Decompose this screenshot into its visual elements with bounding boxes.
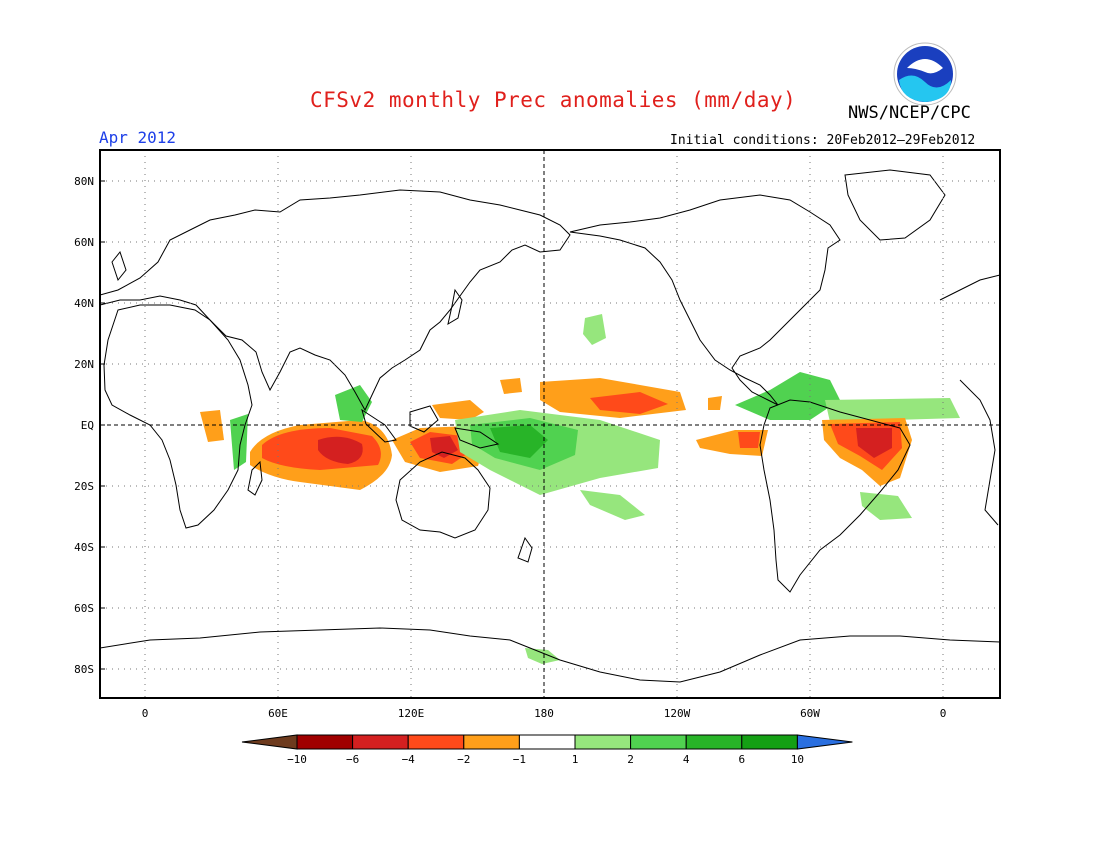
lat-labels: 80N 60N 40N 20N EQ 20S 40S 60S 80S (74, 175, 94, 676)
lat-label: 80N (74, 175, 94, 188)
anomaly-field (200, 314, 960, 664)
lat-label: 40N (74, 297, 94, 310)
legend-swatch (407, 734, 465, 750)
lat-label: 60N (74, 236, 94, 249)
coast-borneo (409, 405, 439, 433)
lat-label: EQ (81, 419, 94, 432)
anomaly-caribbean-green (735, 372, 840, 420)
legend-label: −2 (457, 753, 470, 766)
anomaly-southpac-green (580, 490, 645, 520)
coast-antarctica (100, 627, 1000, 683)
legend-swatch (685, 734, 743, 750)
lon-label: 180 (534, 707, 554, 720)
lat-label: 40S (74, 541, 94, 554)
graticule (100, 150, 1000, 698)
anomaly-westpac-darkgreen (490, 425, 548, 458)
initial-conditions: Initial conditions: 20Feb2012–29Feb2012 (670, 133, 976, 148)
forecast-month: Apr 2012 (99, 128, 177, 147)
lat-label: 20S (74, 480, 94, 493)
coast-nz (517, 536, 533, 563)
map-frame (99, 149, 1001, 699)
noaa-logo-icon (893, 42, 957, 106)
coast-eurasia (100, 189, 571, 412)
legend-swatch-max (796, 734, 853, 750)
lat-label: 20N (74, 358, 94, 371)
legend-label: 4 (683, 753, 690, 766)
legend-label: −6 (346, 753, 359, 766)
anomaly-subtropical-green (583, 314, 606, 345)
legend-label: 10 (791, 753, 804, 766)
anomaly-eq-orange (500, 378, 522, 394)
coast-africa (103, 304, 253, 529)
anomaly-south-atlantic-green (860, 492, 912, 520)
coast-japan (447, 288, 463, 326)
lon-label: 60E (268, 707, 288, 720)
lat-label: 80S (74, 663, 94, 676)
lon-label: 60W (800, 707, 820, 720)
coastlines (100, 169, 1000, 683)
lat-label: 60S (74, 602, 94, 615)
coast-north-america (569, 194, 841, 406)
legend-label: 1 (572, 753, 579, 766)
anomaly-antarctic-green (525, 648, 560, 664)
anomaly-indian-ocean-darkred (318, 436, 363, 464)
legend-swatch (630, 734, 687, 750)
coast-sumatra (361, 408, 397, 443)
coast-south-america (759, 399, 911, 593)
legend-swatch-min (241, 734, 298, 750)
lon-label: 120W (664, 707, 691, 720)
anomaly-eastpac-red (738, 432, 760, 448)
anomaly-itcz-red (590, 392, 668, 414)
legend-swatch (296, 734, 354, 750)
lon-label: 120E (398, 707, 425, 720)
anomaly-maritime-darkred (430, 436, 458, 458)
map-title: CFSv2 monthly Prec anomalies (mm/day) (310, 88, 797, 112)
lon-label: 0 (940, 707, 947, 720)
lon-labels: 0 60E 120E 180 120W 60W 0 (142, 707, 947, 720)
coast-greenland (844, 169, 946, 241)
legend-swatch (574, 734, 632, 750)
coast-newguinea (454, 427, 500, 449)
legend-label: 6 (738, 753, 745, 766)
legend-label: −4 (402, 753, 416, 766)
lat-ticks (100, 180, 105, 670)
coast-europe-west (939, 274, 1000, 301)
anomaly-atlantic-itcz-lightgreen (825, 398, 960, 422)
coast-australia (395, 451, 491, 539)
coast-madagascar (247, 460, 263, 496)
legend-swatch (741, 734, 798, 750)
legend-swatch (352, 734, 409, 750)
anomaly-pacific-north-orange (432, 400, 484, 420)
anomaly-brazil-darkred (856, 428, 892, 458)
coast-uk (111, 250, 127, 282)
legend-swatch (518, 734, 576, 750)
anomaly-africa-orange (200, 410, 224, 442)
legend-label: −1 (513, 753, 526, 766)
lon-label: 0 (142, 707, 149, 720)
anomaly-gulf-orange (708, 396, 722, 410)
legend-label: −10 (287, 753, 307, 766)
legend-label: 2 (627, 753, 634, 766)
color-legend: −10 −6 −4 −2 −1 1 2 4 6 10 (241, 734, 853, 766)
coast-africa-east-edge (959, 379, 999, 526)
agency-label: NWS/NCEP/CPC (848, 103, 971, 123)
legend-swatch (463, 734, 520, 750)
anomaly-africa-green (230, 414, 248, 470)
